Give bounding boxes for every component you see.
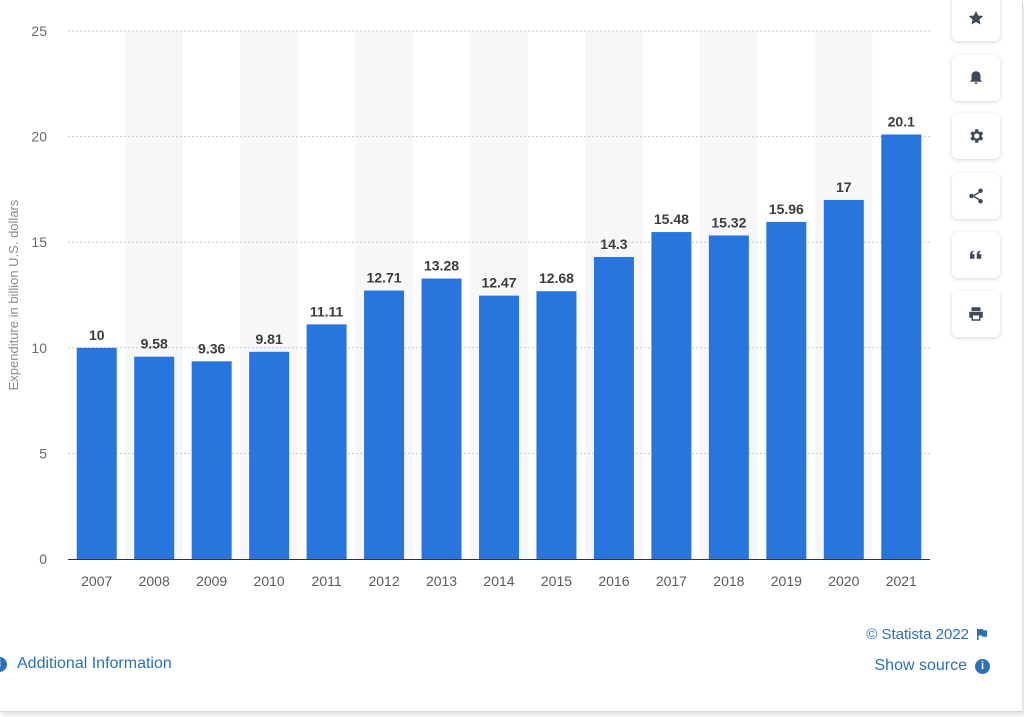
bar[interactable] (536, 291, 577, 559)
print-icon (969, 307, 983, 321)
bar[interactable] (479, 295, 519, 559)
bar[interactable] (134, 356, 175, 559)
x-axis-ticks: 2007 2008 2009 2010 2011 2012 2013 2014 2015 2016… (81, 573, 917, 589)
bar[interactable] (421, 278, 462, 559)
share-button[interactable] (952, 173, 1000, 219)
data-labels: 10 9.58 9.36 9.81 11.11 12.71 13.28 12.47 12.68 1… (89, 113, 915, 356)
info-icon: i (975, 658, 990, 674)
data-label: 20.1 (888, 113, 915, 129)
x-tick-label: 2019 (771, 573, 802, 589)
data-label: 13.28 (424, 258, 459, 274)
bars (76, 134, 922, 560)
x-tick-label: 2013 (426, 573, 457, 589)
copyright-text: © Statista 2022 (866, 626, 969, 643)
x-tick-label: 2018 (713, 573, 744, 589)
info-icon: i (0, 656, 7, 672)
y-tick-label: 5 (39, 445, 47, 461)
bar[interactable] (766, 221, 807, 559)
y-tick-label: 10 (31, 340, 47, 356)
bar-chart: 0 5 10 15 20 25 10 9.58 9.36 9.81 11.11 12.71 13.28… (6, 23, 930, 589)
x-tick-label: 2009 (196, 573, 227, 589)
show-source-link[interactable]: Show source i (874, 657, 990, 675)
x-tick-label: 2016 (598, 573, 629, 589)
data-label: 14.3 (600, 236, 627, 252)
y-tick-label: 20 (31, 129, 47, 145)
share-icon (969, 188, 983, 204)
show-source-text: Show source (874, 657, 968, 674)
y-axis-ticks: 0 5 10 15 20 25 (31, 23, 47, 567)
bell-icon (970, 71, 982, 84)
copyright-link[interactable]: © Statista 2022 (866, 626, 988, 643)
flag-icon (977, 629, 987, 640)
print-button[interactable] (952, 291, 1000, 337)
data-label: 10 (89, 327, 105, 343)
bar[interactable] (364, 290, 405, 559)
bar[interactable] (191, 361, 232, 559)
x-tick-label: 2010 (254, 573, 285, 589)
y-axis-title: Expenditure in billion U.S. dollars (6, 199, 21, 390)
data-label: 12.71 (367, 270, 402, 286)
x-tick-label: 2015 (541, 573, 572, 589)
bar[interactable] (651, 232, 692, 560)
bar[interactable] (823, 199, 864, 559)
data-label: 11.11 (310, 303, 344, 319)
data-label: 15.96 (769, 201, 804, 217)
bar[interactable] (881, 134, 922, 559)
star-icon (968, 10, 984, 25)
x-tick-label: 2017 (656, 573, 687, 589)
bookmark-button[interactable] (952, 0, 1000, 41)
x-tick-label: 2021 (886, 573, 917, 589)
quote-icon (970, 250, 982, 259)
notification-button[interactable] (952, 55, 1000, 101)
data-label: 15.32 (711, 214, 746, 230)
data-label: 9.58 (141, 336, 168, 352)
bar[interactable] (593, 256, 634, 559)
gear-icon (970, 129, 984, 143)
x-tick-label: 2012 (368, 573, 399, 589)
additional-information-text: Additional Information (17, 655, 172, 672)
bar[interactable] (708, 235, 749, 560)
x-tick-label: 2007 (81, 573, 112, 589)
cite-button[interactable] (952, 232, 1000, 278)
y-tick-label: 15 (31, 234, 47, 250)
data-label: 17 (836, 179, 852, 195)
data-label: 9.36 (198, 340, 225, 356)
x-tick-label: 2014 (483, 573, 514, 589)
data-label: 15.48 (654, 211, 689, 227)
bar[interactable] (76, 347, 117, 559)
bar[interactable] (249, 351, 290, 559)
settings-button[interactable] (952, 113, 1000, 159)
data-label: 12.47 (481, 275, 516, 291)
data-label: 12.68 (539, 270, 574, 286)
y-tick-label: 25 (31, 23, 47, 39)
y-tick-label: 0 (39, 551, 47, 567)
data-label: 9.81 (256, 331, 283, 347)
x-tick-label: 2011 (312, 573, 342, 589)
additional-information-link[interactable]: i Additional Information (0, 655, 172, 673)
x-tick-label: 2008 (139, 573, 170, 589)
x-tick-label: 2020 (828, 573, 859, 589)
bar[interactable] (306, 324, 347, 559)
